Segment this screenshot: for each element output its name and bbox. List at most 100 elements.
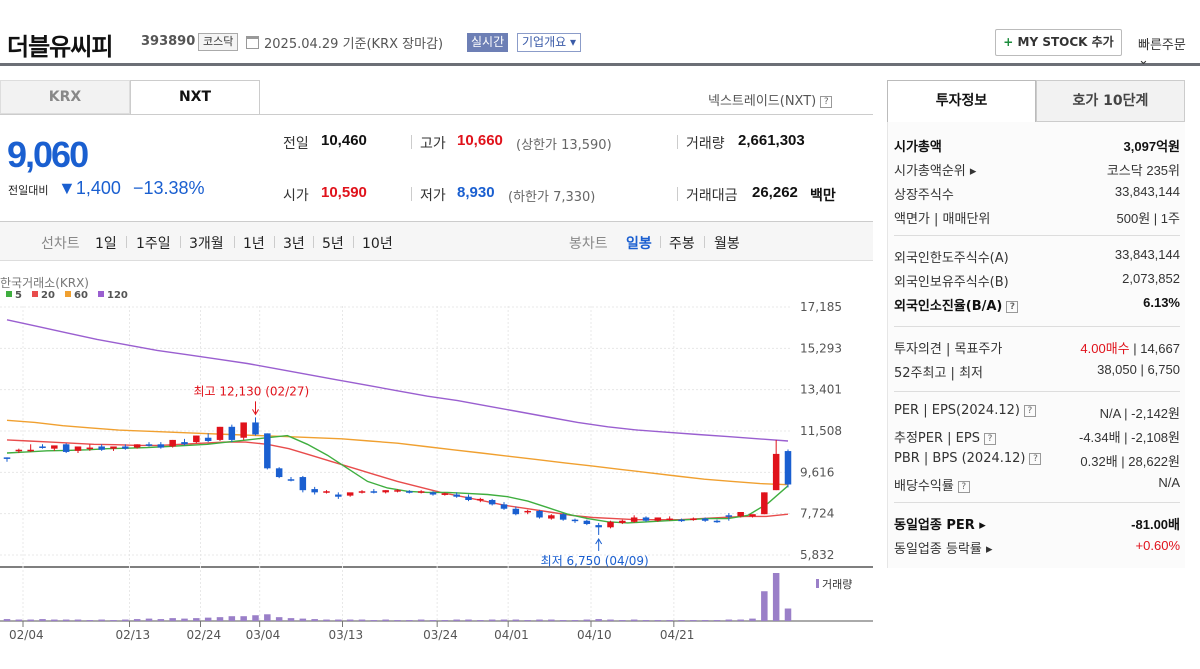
info-row: 시가총액순위 ▸ 코스닥 235위 <box>894 160 1180 180</box>
divider <box>353 236 354 248</box>
volume-bar <box>500 619 508 621</box>
add-mystock-button[interactable]: + MY STOCK 추가 <box>995 29 1122 56</box>
volume-bar <box>441 620 449 622</box>
info-value: 6.13% <box>1143 295 1180 310</box>
volume-bar <box>536 619 543 621</box>
divider <box>704 236 705 248</box>
info-label[interactable]: 동일업종 PER ▸ <box>894 518 986 533</box>
high-annotation: 최고 12,130 (02/27) <box>194 384 310 398</box>
volume-bar <box>630 619 638 621</box>
volume-bar <box>240 616 247 621</box>
panel-divider <box>894 326 1180 327</box>
volume-bar <box>323 619 330 621</box>
volume-bar <box>335 619 342 621</box>
candle-body <box>417 491 425 493</box>
volume-bar <box>477 620 484 622</box>
candle-body <box>453 494 460 497</box>
volume-bar <box>110 620 117 622</box>
candle-body <box>133 444 141 448</box>
candle-body <box>583 520 591 525</box>
candle-body <box>264 433 271 469</box>
add-mystock-label: MY STOCK 추가 <box>1017 35 1114 49</box>
volume-bar <box>299 618 307 621</box>
info-value: -81.00배 <box>1131 517 1180 532</box>
candle-daily[interactable]: 일봉 <box>626 236 652 252</box>
candle-body <box>74 446 82 451</box>
x-tick-label: 03/24 <box>423 628 458 642</box>
candle-body <box>382 490 389 493</box>
info-value: 500원 | 1주 <box>1116 211 1180 226</box>
volume-bar <box>86 620 94 622</box>
info-label: 외국인보유주식수(B) <box>894 275 1009 290</box>
candle-body <box>370 491 378 493</box>
divider <box>677 135 678 149</box>
plus-icon: + <box>1003 35 1014 49</box>
right-tabs: 투자정보 호가 10단계 <box>887 80 1185 122</box>
volume-bar <box>264 614 271 621</box>
volume-bar <box>62 619 70 621</box>
candle-monthly[interactable]: 월봉 <box>714 236 740 252</box>
candle-weekly[interactable]: 주봉 <box>669 236 695 252</box>
x-tick-label: 04/01 <box>494 628 529 642</box>
info-label: 추정PER | EPS? <box>894 427 996 446</box>
period-10y[interactable]: 10년 <box>362 236 393 252</box>
low-label: 저가 <box>420 188 446 204</box>
volume-bar <box>761 591 768 621</box>
y-tick-label: 13,401 <box>800 383 842 397</box>
candle-body <box>181 442 188 445</box>
panel-divider <box>894 502 1180 503</box>
volume-bar <box>311 619 318 621</box>
candle-body <box>725 515 733 517</box>
volume-bar <box>737 619 744 621</box>
help-icon[interactable]: ? <box>983 432 996 445</box>
period-1y[interactable]: 1년 <box>243 236 265 252</box>
tab-krx[interactable]: KRX <box>0 80 130 114</box>
candle-body <box>193 435 200 443</box>
volume-label: 거래량 <box>686 136 725 152</box>
tab-orderbook[interactable]: 호가 10단계 <box>1036 80 1185 122</box>
volume-bar <box>749 618 756 621</box>
period-1w[interactable]: 1주일 <box>136 236 171 252</box>
candle-body <box>477 498 484 501</box>
info-row: 배당수익률? N/A <box>894 475 1180 495</box>
volume-bar <box>228 616 236 621</box>
info-value-highlight: 4.00매수 <box>1080 341 1130 356</box>
help-icon[interactable]: ? <box>957 480 970 493</box>
realtime-button[interactable]: 실시간 <box>467 33 509 52</box>
info-label: PER | EPS(2024.12)? <box>894 403 1036 418</box>
nextrade-text: 넥스트레이드(NXT) <box>708 94 817 109</box>
tab-nxt[interactable]: NXT <box>130 80 260 114</box>
volume-bar <box>216 617 224 621</box>
candle-body <box>39 446 46 448</box>
volume-bar <box>74 619 82 621</box>
prev-close-value: 10,460 <box>321 132 367 149</box>
y-tick-label: 5,832 <box>800 548 834 562</box>
plot-bg <box>0 306 873 658</box>
help-icon[interactable]: ? <box>1023 404 1036 417</box>
help-icon[interactable]: ? <box>1006 300 1019 313</box>
help-icon[interactable]: ? <box>820 95 833 108</box>
stock-code: 393890 <box>141 34 196 49</box>
info-row: 상장주식수 33,843,144 <box>894 184 1180 204</box>
candle-body <box>275 468 283 478</box>
info-label: 투자의견 | 목표주가 <box>894 342 1003 357</box>
quick-order-button[interactable]: 빠른주문 ⌄ <box>1138 38 1186 68</box>
price-chart[interactable]: 17,185 15,293 13,401 11,508 9,616 7,724 5,832 0… <box>0 261 873 669</box>
volume-bar <box>370 620 378 622</box>
tab-invest-info[interactable]: 투자정보 <box>887 80 1036 122</box>
period-3y[interactable]: 3년 <box>283 236 305 252</box>
period-5y[interactable]: 5년 <box>322 236 344 252</box>
candle-body <box>524 510 531 513</box>
period-3m[interactable]: 3개월 <box>189 236 224 252</box>
volume-bar <box>406 620 413 622</box>
info-label: 52주최고 | 최저 <box>894 366 983 381</box>
volume-bar <box>252 615 259 621</box>
legend-swatch <box>6 291 12 297</box>
company-info-dropdown[interactable]: 기업개요 ▾ <box>517 33 581 52</box>
info-label[interactable]: 동일업종 등락률 ▸ <box>894 542 993 557</box>
info-label[interactable]: 시가총액순위 ▸ <box>894 164 977 179</box>
candle-body <box>429 492 437 495</box>
candle-body <box>654 517 662 521</box>
help-icon[interactable]: ? <box>1029 452 1042 465</box>
period-1d[interactable]: 1일 <box>95 236 117 252</box>
